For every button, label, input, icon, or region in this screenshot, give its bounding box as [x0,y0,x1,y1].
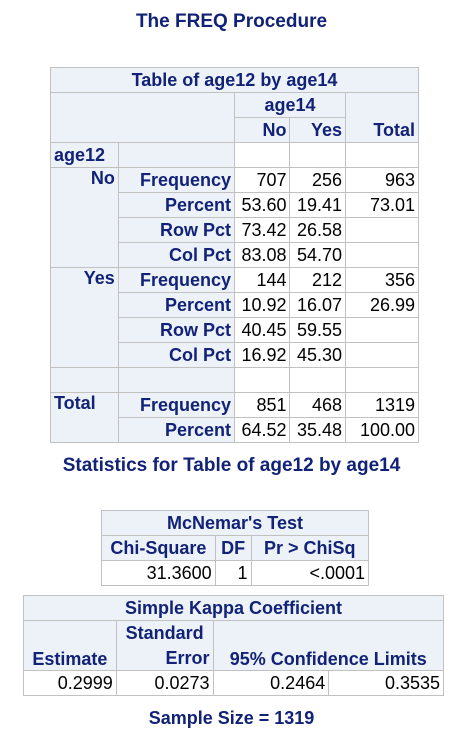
stat-label: Row Pct [117,317,235,343]
chisq-value: 31.3600 [101,560,216,586]
blank-data-cell [344,142,420,168]
col-header-yes: Yes [289,117,346,143]
cell-value: 356 [344,267,420,293]
col-header-df: DF [214,535,252,561]
stat-label: Percent [117,292,235,318]
total-row-label: Total [50,392,119,443]
cell-value [344,342,420,368]
cell-value: 26.58 [289,217,346,243]
mcnemar-table: McNemar's Test Chi-Square DF Pr > ChiSq … [101,510,370,586]
cell-value: 26.99 [344,292,420,318]
col-header-total: Total [344,117,420,143]
row-group-label: Yes [50,267,119,368]
kappa-caption: Simple Kappa Coefficient [23,595,444,621]
stat-label: Row Pct [117,217,235,243]
corner-cell [50,92,235,143]
df-value: 1 [214,560,252,586]
ci-upper-value: 0.3535 [328,670,444,696]
page-title: The FREQ Procedure [135,11,328,32]
cell-value [344,317,420,343]
blank-cell [117,142,235,168]
row-var-label: age12 [50,142,119,168]
cell-value: 64.52 [233,417,291,443]
estimate-value: 0.2999 [23,670,117,696]
cell-value: 53.60 [233,192,291,218]
blank-data-cell [344,367,420,393]
pvalue-value: <.0001 [250,560,370,586]
cell-value: 256 [289,167,346,193]
kappa-table: Simple Kappa Coefficient Estimate Standa… [23,595,445,696]
blank-data-cell [233,142,291,168]
row-group-label: No [50,167,119,268]
cell-value: 35.48 [289,417,346,443]
cell-value: 100.00 [344,417,420,443]
cell-value [344,217,420,243]
cell-value: 40.45 [233,317,291,343]
cell-value: 73.01 [344,192,420,218]
blank-cell [117,367,235,393]
crosstab-table: Table of age12 by age14 age14 No Yes Tot… [50,67,420,443]
col-header-no: No [233,117,291,143]
blank-data-cell [233,367,291,393]
blank-cell [50,367,119,393]
ci-lower-value: 0.2464 [212,670,330,696]
stat-label: Col Pct [117,242,235,268]
col-header-se-line1: Standard [115,620,214,646]
blank-data-cell [289,142,346,168]
cell-value: 45.30 [289,342,346,368]
cell-value: 16.07 [289,292,346,318]
se-value: 0.0273 [115,670,214,696]
cell-value: 73.42 [233,217,291,243]
cell-value [344,242,420,268]
cell-value: 144 [233,267,291,293]
col-header-chisq: Chi-Square [101,535,216,561]
cell-value: 707 [233,167,291,193]
stat-label: Col Pct [117,342,235,368]
cell-value: 468 [289,392,346,418]
crosstab-caption: Table of age12 by age14 [50,67,419,93]
cell-value: 851 [233,392,291,418]
col-header-se-line2: Error [115,645,214,671]
cell-value: 54.70 [289,242,346,268]
cell-value: 59.55 [289,317,346,343]
col-header-estimate: Estimate [23,620,117,671]
cell-value: 963 [344,167,420,193]
col-header-pvalue: Pr > ChiSq [250,535,370,561]
cell-value: 212 [289,267,346,293]
cell-value: 10.92 [233,292,291,318]
mcnemar-caption: McNemar's Test [101,510,369,536]
stat-label: Percent [117,192,235,218]
stat-label: Frequency [117,167,235,193]
blank-cell [344,92,420,118]
stat-label: Percent [117,417,235,443]
stat-label: Frequency [117,267,235,293]
col-header-ci: 95% Confidence Limits [212,620,445,671]
stats-title: Statistics for Table of age12 by age14 [62,455,401,476]
col-var-label: age14 [233,92,346,118]
cell-value: 83.08 [233,242,291,268]
stat-label: Frequency [117,392,235,418]
sample-size: Sample Size = 1319 [148,708,315,728]
cell-value: 16.92 [233,342,291,368]
cell-value: 1319 [344,392,420,418]
blank-data-cell [289,367,346,393]
cell-value: 19.41 [289,192,346,218]
